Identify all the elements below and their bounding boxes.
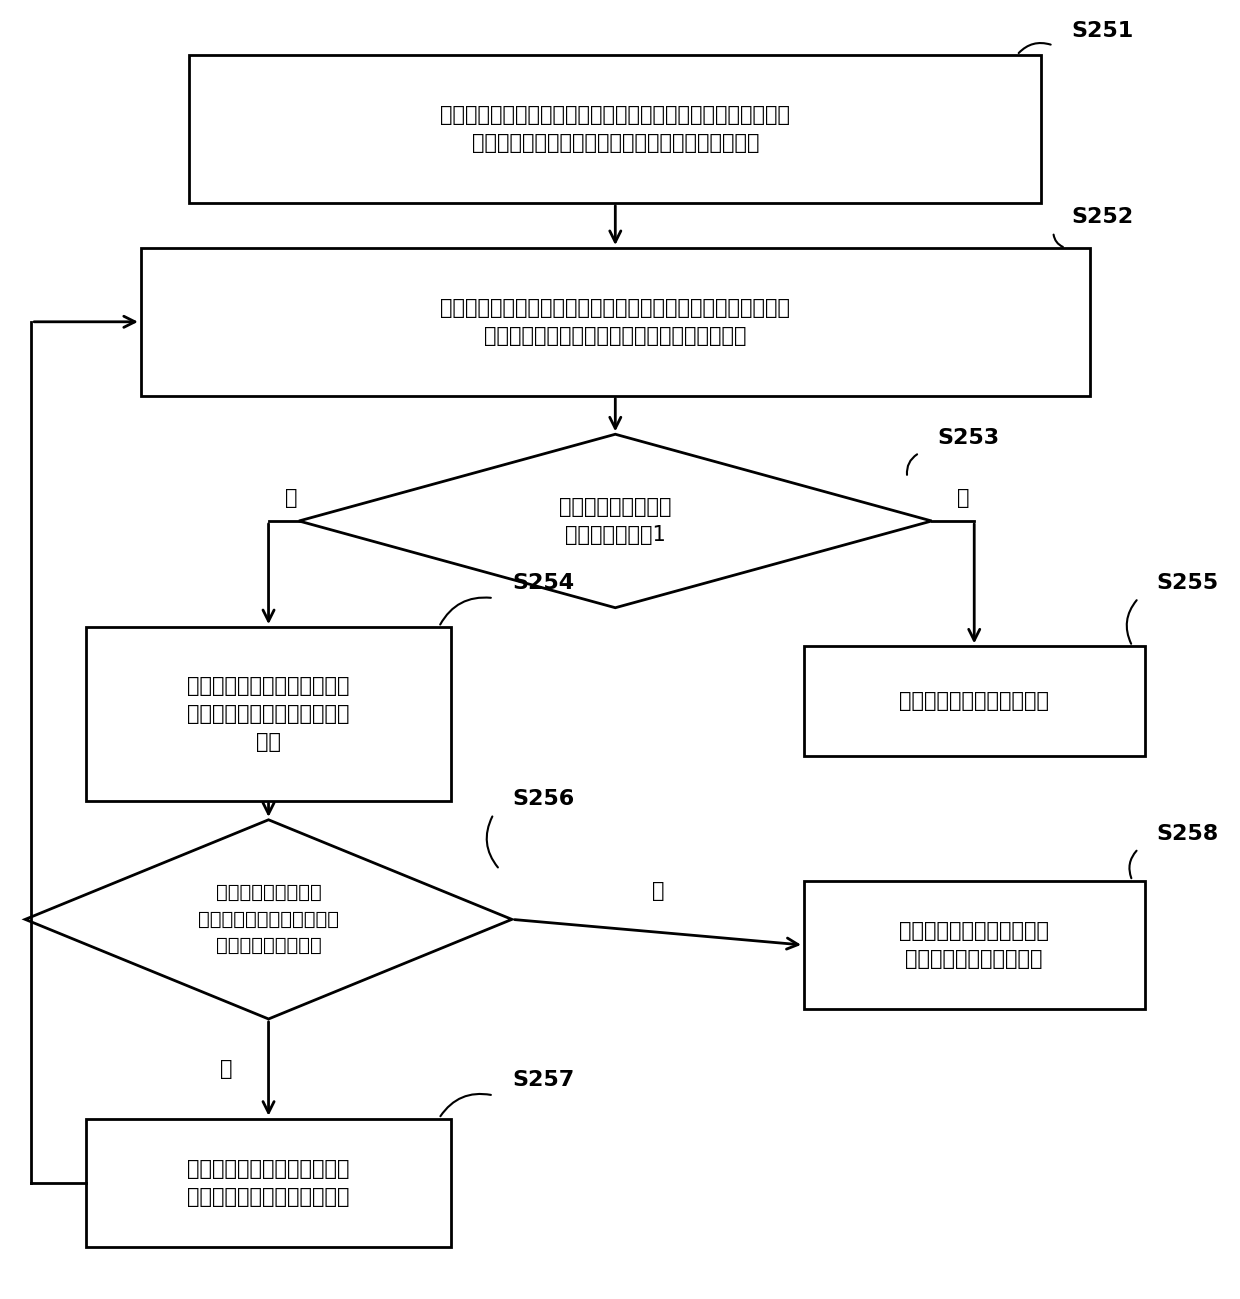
Bar — [804, 647, 1145, 756]
Text: 将各第二字符串数组逐个确定为目标字符串数组，并将目标字符
串数组中的第一个字符串元素确定为当前字符串元素: 将各第二字符串数组逐个确定为目标字符串数组，并将目标字符 串数组中的第一个字符串… — [440, 105, 790, 153]
Polygon shape — [25, 820, 512, 1018]
Text: 将当前字符串元素的下一字符
串元素更新为当前字符串元素: 将当前字符串元素的下一字符 串元素更新为当前字符串元素 — [187, 1159, 350, 1207]
Text: S256: S256 — [512, 788, 574, 809]
Text: 是: 是 — [652, 881, 665, 902]
Text: 检测预设标识符数量
是否小于或等于1: 检测预设标识符数量 是否小于或等于1 — [559, 498, 672, 546]
Text: S257: S257 — [512, 1070, 574, 1090]
Bar — [86, 627, 451, 800]
Text: 将变量值确定为目标字符串
数组中的预设标识符总数: 将变量值确定为目标字符串 数组中的预设标识符总数 — [899, 921, 1049, 969]
Text: 将预设的全局变量的变量值累
加预设标识符数量，以更新变
量值: 将预设的全局变量的变量值累 加预设标识符数量，以更新变 量值 — [187, 675, 350, 752]
Bar — [86, 1118, 451, 1247]
Text: 将当前字符串元素中的各个字符与预设标识符进行匹配，根据匹
配结果确定当前字符串元素中的预设标识符数量: 将当前字符串元素中的各个字符与预设标识符进行匹配，根据匹 配结果确定当前字符串元… — [440, 297, 790, 346]
Text: S255: S255 — [1157, 573, 1219, 594]
Text: 确定目标弹幕数据校验失败: 确定目标弹幕数据校验失败 — [899, 691, 1049, 711]
Text: S251: S251 — [1071, 21, 1133, 40]
Bar — [190, 55, 1042, 203]
Text: S254: S254 — [512, 573, 574, 594]
Text: 否: 否 — [219, 1059, 232, 1078]
Text: 是: 是 — [285, 488, 298, 508]
Bar — [141, 248, 1090, 396]
Text: 否: 否 — [957, 488, 970, 508]
Polygon shape — [299, 434, 931, 608]
Text: S253: S253 — [937, 427, 999, 448]
Text: 检测当前字符串元素
是否为目标字符串数组中的
最后一个字符串元素: 检测当前字符串元素 是否为目标字符串数组中的 最后一个字符串元素 — [198, 883, 339, 955]
Text: S252: S252 — [1071, 207, 1133, 227]
Bar — [804, 881, 1145, 1009]
Text: S258: S258 — [1157, 824, 1219, 843]
